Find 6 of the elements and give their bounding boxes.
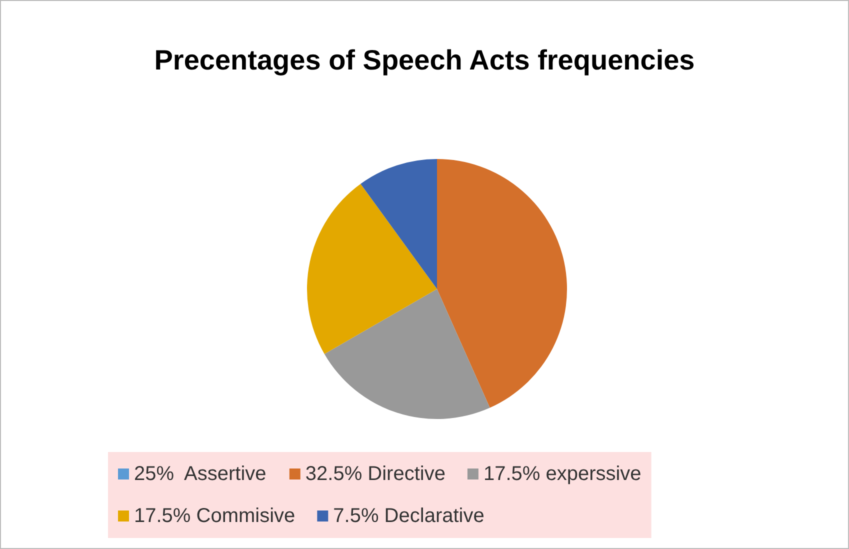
- legend-label: 7.5% Declarative: [333, 505, 484, 527]
- chart-title: Precentages of Speech Acts frequencies: [154, 44, 695, 76]
- legend-label: 17.5% experssive: [483, 463, 642, 485]
- legend-label: 25% Assertive: [134, 463, 266, 485]
- legend-label: 32.5% Directive: [305, 463, 446, 485]
- legend-label: 17.5% Commisive: [134, 505, 296, 527]
